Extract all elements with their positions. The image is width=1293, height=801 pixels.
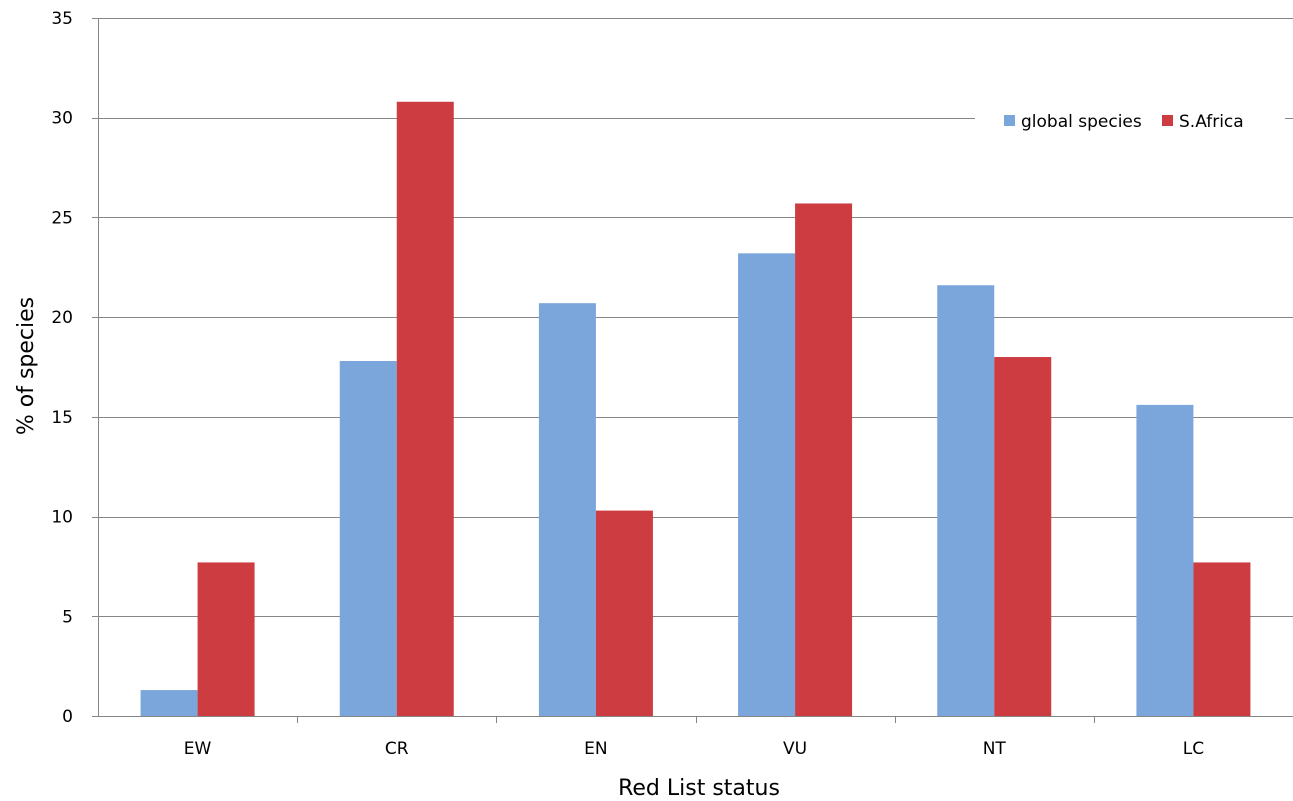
y-axis-title: % of species bbox=[14, 297, 39, 435]
y-tick-label: 10 bbox=[51, 508, 73, 528]
bar-nt-s-africa bbox=[994, 357, 1052, 716]
bars bbox=[140, 101, 1251, 716]
bar-lc-global-species bbox=[1136, 404, 1194, 716]
y-tick-label: 5 bbox=[62, 607, 73, 627]
legend-label: global species bbox=[1021, 112, 1142, 132]
y-tick-label: 30 bbox=[51, 109, 73, 129]
x-tick-label: LC bbox=[1183, 739, 1204, 759]
axes bbox=[92, 18, 1293, 723]
legend-swatch bbox=[1162, 115, 1173, 126]
tick-labels: 0 5 10 15 20 25 30 35 EW CR EN VU NT LC bbox=[51, 9, 1204, 759]
bar-nt-global-species bbox=[937, 285, 995, 716]
y-tick-label: 15 bbox=[51, 408, 73, 428]
y-tick-label: 0 bbox=[62, 707, 73, 727]
bar-en-global-species bbox=[538, 303, 596, 716]
legend-swatch bbox=[1004, 115, 1015, 126]
bar-cr-s-africa bbox=[396, 101, 454, 716]
bar-en-s-africa bbox=[595, 510, 653, 716]
bar-ew-s-africa bbox=[197, 562, 255, 716]
bar-cr-global-species bbox=[339, 361, 397, 716]
legend-label: S.Africa bbox=[1179, 112, 1244, 132]
y-tick-label: 35 bbox=[51, 9, 73, 29]
x-axis-title: Red List status bbox=[618, 776, 780, 801]
gridlines bbox=[98, 18, 1293, 617]
y-tick-label: 25 bbox=[51, 208, 73, 228]
x-tick-label: NT bbox=[983, 739, 1007, 759]
y-tick-label: 20 bbox=[51, 308, 73, 328]
bar-vu-s-africa bbox=[795, 203, 853, 716]
legend-background bbox=[975, 104, 1285, 136]
x-tick-label: VU bbox=[783, 739, 807, 759]
x-tick-label: EW bbox=[184, 739, 212, 759]
x-tick-label: EN bbox=[584, 739, 607, 759]
x-tick-label: CR bbox=[385, 739, 409, 759]
bar-vu-global-species bbox=[738, 253, 796, 716]
legend: global species S.Africa bbox=[975, 104, 1285, 136]
bar-ew-global-species bbox=[140, 690, 198, 716]
bar-lc-s-africa bbox=[1193, 562, 1251, 716]
